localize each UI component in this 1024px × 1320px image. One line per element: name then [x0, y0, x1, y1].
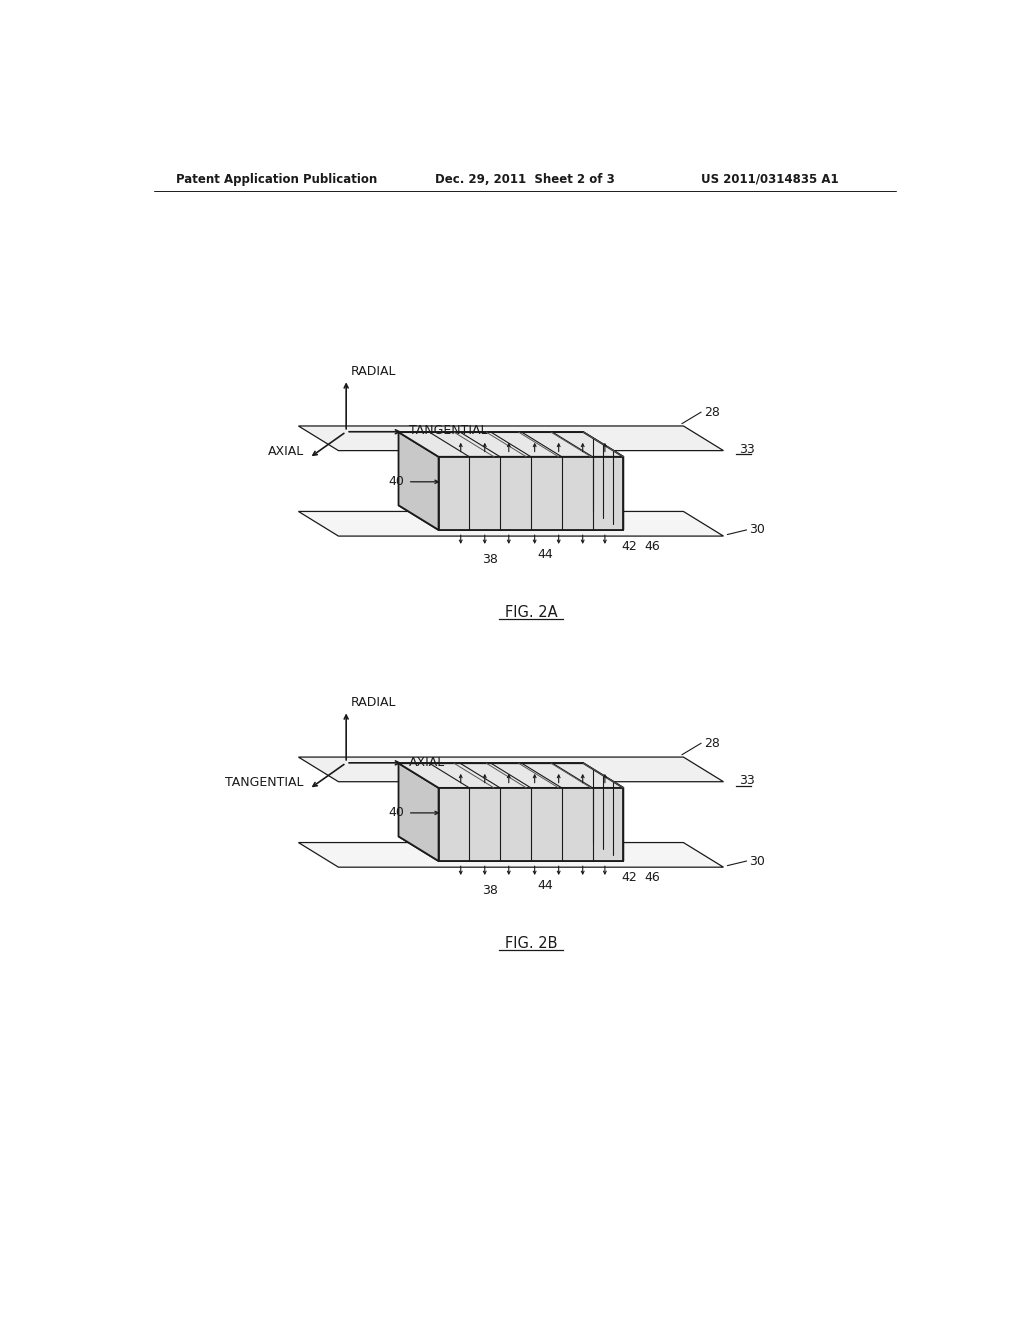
Text: FIG. 2A: FIG. 2A — [505, 605, 557, 620]
Text: 38: 38 — [482, 553, 499, 566]
Text: AXIAL: AXIAL — [267, 445, 304, 458]
Text: FIG. 2B: FIG. 2B — [505, 936, 557, 952]
Polygon shape — [398, 763, 584, 837]
Polygon shape — [398, 432, 438, 529]
Polygon shape — [398, 763, 624, 788]
Text: Dec. 29, 2011  Sheet 2 of 3: Dec. 29, 2011 Sheet 2 of 3 — [435, 173, 614, 186]
Text: 33: 33 — [739, 442, 755, 455]
Text: TANGENTIAL: TANGENTIAL — [225, 776, 304, 789]
Text: 42: 42 — [622, 540, 637, 553]
Text: Patent Application Publication: Patent Application Publication — [176, 173, 378, 186]
Text: 30: 30 — [749, 854, 765, 867]
Text: 44: 44 — [538, 548, 554, 561]
Text: 30: 30 — [749, 524, 765, 536]
Polygon shape — [438, 788, 624, 861]
Polygon shape — [584, 763, 624, 861]
Text: 42: 42 — [622, 871, 637, 884]
Polygon shape — [398, 506, 624, 529]
Polygon shape — [398, 763, 438, 861]
Polygon shape — [298, 758, 724, 781]
Polygon shape — [398, 432, 584, 506]
Text: 40: 40 — [388, 475, 403, 488]
Polygon shape — [584, 432, 624, 529]
Text: RADIAL: RADIAL — [351, 696, 396, 709]
Text: TANGENTIAL: TANGENTIAL — [410, 425, 487, 437]
Polygon shape — [298, 511, 724, 536]
Text: 33: 33 — [739, 774, 755, 787]
Polygon shape — [398, 432, 624, 457]
Text: 44: 44 — [538, 879, 554, 892]
Polygon shape — [438, 457, 624, 529]
Polygon shape — [298, 842, 724, 867]
Text: 46: 46 — [645, 871, 660, 884]
Text: RADIAL: RADIAL — [351, 366, 396, 379]
Text: 28: 28 — [705, 737, 720, 750]
Text: 46: 46 — [645, 540, 660, 553]
Polygon shape — [298, 426, 724, 450]
Text: AXIAL: AXIAL — [410, 755, 445, 768]
Text: 28: 28 — [705, 405, 720, 418]
Polygon shape — [398, 837, 624, 861]
Text: US 2011/0314835 A1: US 2011/0314835 A1 — [700, 173, 839, 186]
Text: 38: 38 — [482, 884, 499, 896]
Text: 40: 40 — [388, 807, 403, 820]
